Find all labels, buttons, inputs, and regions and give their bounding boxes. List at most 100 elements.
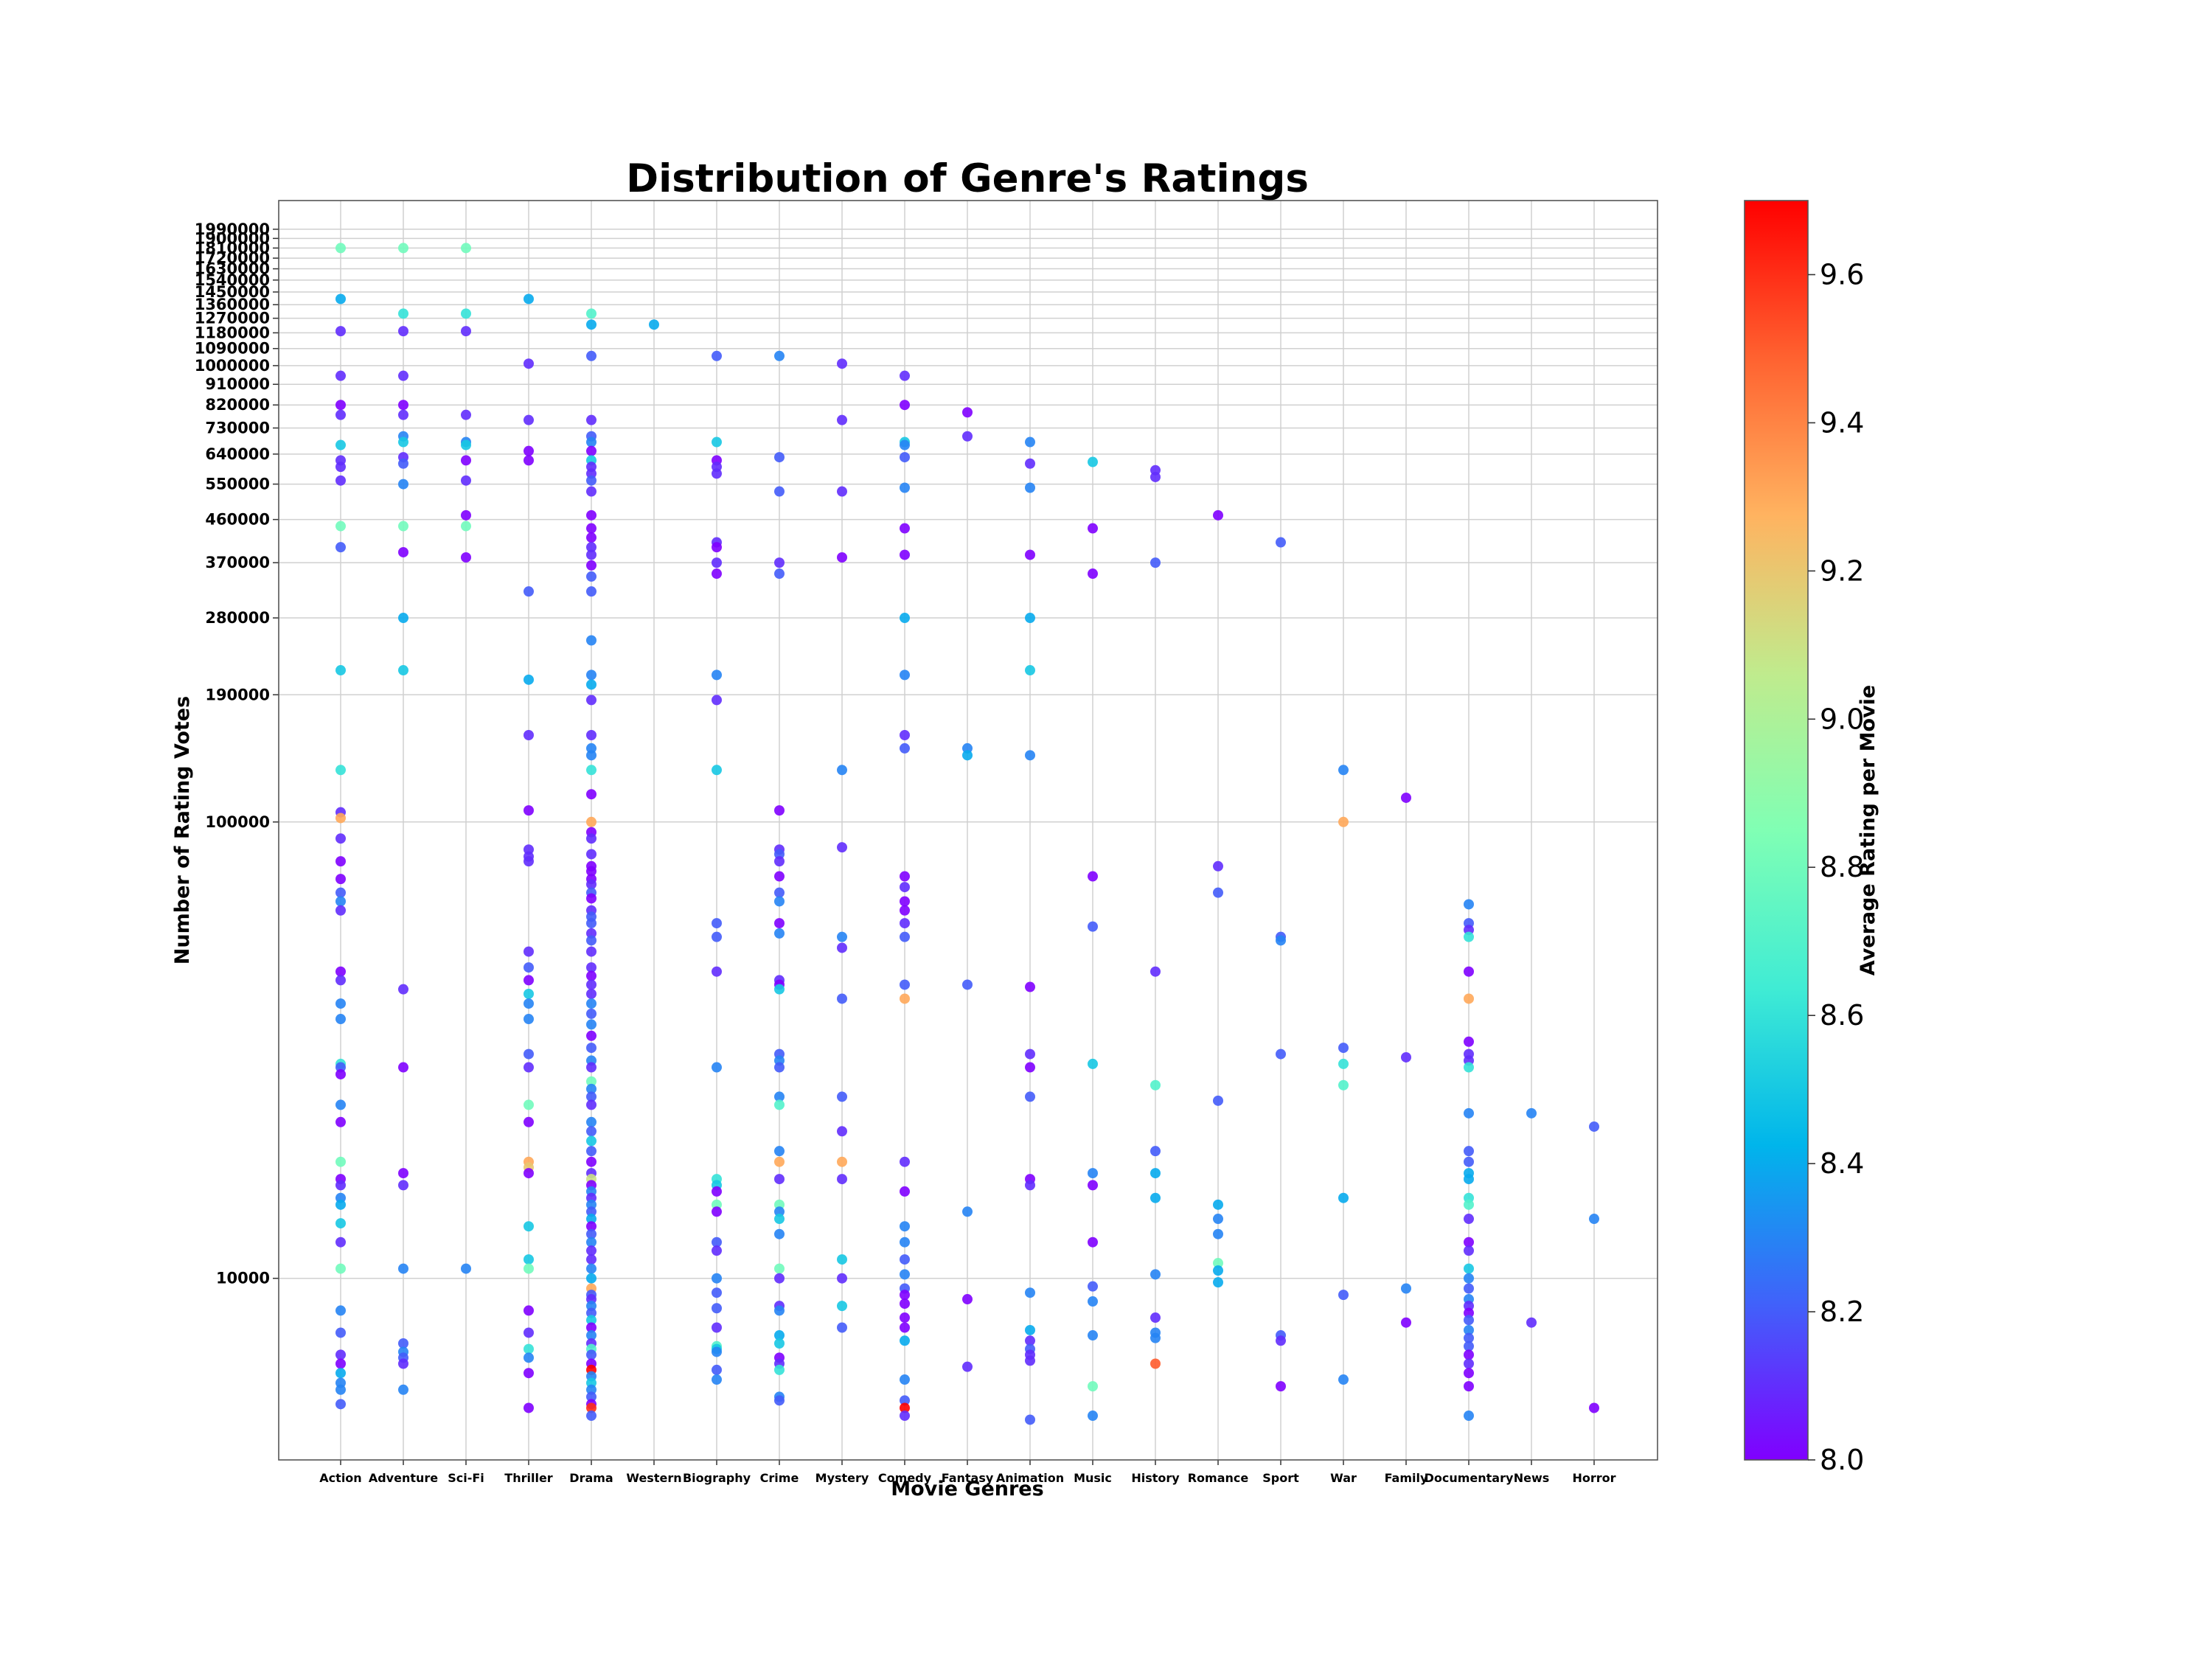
data-point bbox=[774, 871, 785, 882]
data-point bbox=[1589, 1402, 1599, 1413]
data-point bbox=[712, 1364, 722, 1375]
data-point bbox=[1025, 1180, 1035, 1191]
data-point bbox=[837, 1126, 847, 1137]
data-point bbox=[837, 1273, 847, 1284]
data-point bbox=[712, 1062, 722, 1073]
data-point bbox=[1088, 1330, 1098, 1341]
data-point bbox=[1150, 1079, 1161, 1091]
y-tick-label: 1990000 bbox=[195, 220, 270, 238]
data-point bbox=[1464, 1358, 1474, 1369]
data-point bbox=[837, 414, 847, 425]
chart-title: Distribution of Genre's Ratings bbox=[626, 156, 1309, 201]
data-point bbox=[335, 1305, 346, 1316]
data-point bbox=[837, 1091, 847, 1102]
data-point bbox=[1338, 1079, 1349, 1091]
x-axis-ticks: Action Adventure Sci-Fi Thriller Drama Wester… bbox=[319, 1460, 1616, 1485]
colorbar-tick-label: 9.2 bbox=[1820, 554, 1864, 587]
data-point bbox=[1464, 1062, 1474, 1073]
data-point bbox=[900, 1156, 910, 1167]
data-point bbox=[1464, 1245, 1474, 1256]
data-point bbox=[524, 946, 534, 957]
data-point bbox=[524, 962, 534, 973]
data-point bbox=[712, 765, 722, 776]
data-point bbox=[837, 486, 847, 497]
data-point bbox=[461, 308, 471, 319]
plot-frame bbox=[278, 200, 1658, 1461]
data-point bbox=[774, 1174, 785, 1185]
colorbar-tick-label: 9.4 bbox=[1820, 406, 1864, 439]
data-point bbox=[335, 1068, 346, 1079]
data-point bbox=[398, 1358, 408, 1369]
data-point bbox=[1464, 1156, 1474, 1167]
data-point bbox=[586, 879, 597, 890]
data-point bbox=[900, 896, 910, 907]
data-point bbox=[1088, 523, 1098, 534]
data-point bbox=[1213, 1258, 1223, 1269]
data-point bbox=[1401, 1317, 1411, 1328]
data-point bbox=[586, 1062, 597, 1073]
data-point bbox=[1088, 456, 1098, 467]
data-point bbox=[524, 1221, 534, 1232]
data-point bbox=[1213, 1265, 1223, 1276]
data-point bbox=[461, 409, 471, 420]
data-point bbox=[962, 1206, 973, 1217]
data-point bbox=[586, 789, 597, 800]
data-point bbox=[900, 1186, 910, 1197]
x-tick-label: Music bbox=[1074, 1471, 1112, 1485]
data-point bbox=[524, 1352, 534, 1363]
data-point bbox=[900, 1411, 910, 1422]
data-point bbox=[774, 486, 785, 497]
data-point bbox=[586, 1263, 597, 1274]
data-point bbox=[1276, 1381, 1286, 1392]
data-point bbox=[712, 557, 722, 568]
data-point bbox=[712, 931, 722, 942]
data-point bbox=[586, 486, 597, 497]
data-point bbox=[1150, 557, 1161, 568]
data-point bbox=[774, 887, 785, 898]
data-point bbox=[1464, 993, 1474, 1004]
data-point bbox=[586, 635, 597, 646]
data-point bbox=[524, 358, 534, 369]
data-point bbox=[335, 966, 346, 977]
x-tick-label: Sci-Fi bbox=[448, 1471, 484, 1485]
data-point bbox=[586, 1091, 597, 1102]
data-point bbox=[335, 409, 346, 420]
data-point bbox=[524, 729, 534, 740]
data-point bbox=[1025, 981, 1035, 992]
data-point bbox=[586, 1330, 597, 1341]
data-point bbox=[335, 887, 346, 898]
data-point bbox=[1025, 437, 1035, 448]
data-point bbox=[586, 1237, 597, 1248]
y-tick-label: 1450000 bbox=[195, 283, 270, 301]
data-point bbox=[586, 571, 597, 582]
data-point bbox=[1338, 1043, 1349, 1054]
data-point bbox=[1213, 1277, 1223, 1288]
data-point bbox=[1213, 1095, 1223, 1106]
data-point bbox=[1088, 1058, 1098, 1069]
data-point bbox=[900, 439, 910, 451]
data-point bbox=[1150, 1358, 1161, 1369]
data-point bbox=[398, 409, 408, 420]
data-point bbox=[586, 816, 597, 827]
data-point bbox=[774, 896, 785, 907]
y-tick-label: 460000 bbox=[205, 511, 270, 529]
data-point bbox=[900, 1335, 910, 1346]
data-point bbox=[586, 1206, 597, 1217]
data-point bbox=[461, 455, 471, 466]
data-point bbox=[900, 452, 910, 463]
data-point bbox=[586, 445, 597, 456]
data-point bbox=[837, 358, 847, 369]
data-point bbox=[586, 750, 597, 761]
data-point bbox=[398, 984, 408, 995]
data-point bbox=[586, 935, 597, 946]
data-point bbox=[461, 521, 471, 532]
data-point bbox=[774, 1146, 785, 1157]
data-point bbox=[1025, 1048, 1035, 1060]
data-point bbox=[1088, 1411, 1098, 1422]
data-point bbox=[335, 462, 346, 473]
data-point bbox=[1213, 1228, 1223, 1239]
data-point bbox=[586, 1116, 597, 1127]
x-tick-label: War bbox=[1330, 1471, 1357, 1485]
data-point bbox=[1150, 966, 1161, 977]
data-point bbox=[900, 993, 910, 1004]
